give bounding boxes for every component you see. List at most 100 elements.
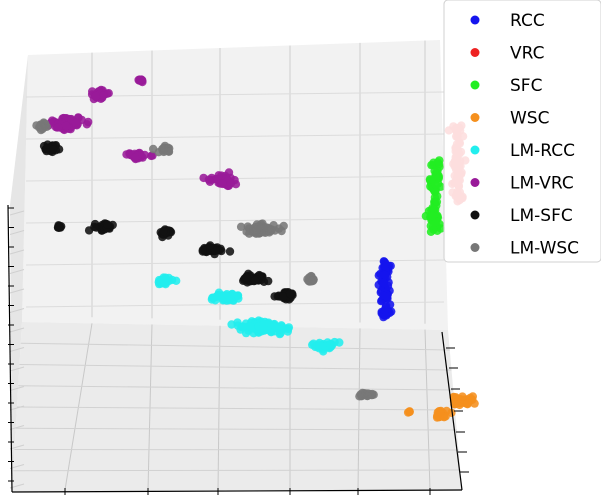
- series-lm-rcc: [154, 273, 344, 356]
- data-point: [211, 246, 220, 255]
- data-point: [161, 273, 170, 282]
- data-point: [238, 323, 247, 332]
- data-point: [307, 277, 316, 286]
- series-wsc: [403, 392, 479, 422]
- data-point: [252, 225, 261, 234]
- grid-line-side: [9, 269, 25, 274]
- data-point: [206, 241, 215, 250]
- legend-label: RCC: [510, 11, 545, 31]
- data-point: [431, 180, 440, 190]
- legend-entry: WSC: [470, 109, 549, 129]
- data-point: [198, 245, 207, 255]
- grid-line-floor-v: [64, 323, 93, 491]
- legend-entry: LM-SFC: [470, 206, 573, 226]
- grid-line-side: [9, 230, 25, 235]
- data-point: [137, 75, 146, 84]
- grid-line-floor-h: [13, 469, 461, 472]
- data-point: [149, 144, 158, 154]
- legend-entry: LM-WSC: [470, 239, 579, 259]
- grid-line-floor-h: [18, 385, 454, 391]
- grid-line-floor-h: [15, 427, 457, 431]
- data-point: [326, 340, 335, 349]
- grid-line-side: [9, 210, 25, 216]
- data-point: [90, 222, 99, 232]
- grid-line-floor-h: [14, 449, 459, 451]
- data-point: [226, 178, 236, 188]
- data-point: [379, 278, 389, 288]
- z-axis-line: [7, 204, 13, 493]
- data-point: [279, 292, 288, 301]
- data-point: [212, 292, 221, 301]
- legend-marker: [470, 48, 480, 57]
- legend-label: LM-RCC: [510, 141, 575, 161]
- data-point: [250, 276, 260, 285]
- series-lm-wsc: [32, 118, 378, 401]
- data-point: [249, 329, 258, 338]
- grid-line-floor-h: [19, 364, 452, 371]
- data-point: [242, 273, 251, 282]
- data-point: [430, 205, 439, 214]
- axis-ticks: [7, 204, 469, 495]
- data-point: [167, 275, 177, 285]
- grid-line-back-h: [25, 133, 445, 140]
- grid-line-side: [9, 327, 25, 333]
- grid-line-floor-h: [20, 342, 450, 351]
- data-point: [225, 247, 235, 256]
- data-point: [71, 118, 81, 127]
- grid-line-floor-h: [16, 406, 456, 411]
- legend-label: WSC: [510, 109, 549, 129]
- data-point: [43, 140, 52, 149]
- data-point: [433, 158, 442, 167]
- data-point: [243, 222, 252, 231]
- x-axis-line: [11, 489, 463, 493]
- data-point: [270, 292, 279, 301]
- data-point: [159, 143, 168, 153]
- data-point: [227, 320, 236, 329]
- grid-line-side: [9, 288, 25, 294]
- legend-marker: [470, 15, 480, 25]
- legend-marker: [470, 178, 480, 187]
- data-point: [463, 399, 472, 408]
- legend-label: LM-WSC: [510, 239, 579, 259]
- grid-line-side: [9, 308, 25, 313]
- grid-line-side: [9, 464, 25, 469]
- data-point: [428, 211, 437, 221]
- legend-marker: [470, 243, 480, 252]
- legend-label: SFC: [510, 76, 542, 96]
- legend-label: VRC: [510, 44, 544, 64]
- data-point: [84, 117, 93, 127]
- data-point: [405, 407, 414, 416]
- data-point: [380, 306, 389, 315]
- data-point: [435, 407, 445, 416]
- legend-box: [443, 0, 601, 263]
- y-axis-line: [441, 331, 463, 491]
- grid-line-side: [9, 444, 25, 450]
- data-point: [49, 145, 58, 154]
- grid-line-side: [9, 347, 25, 352]
- data-point: [380, 270, 389, 280]
- data-point: [236, 222, 246, 231]
- grid-line-side: [9, 425, 25, 430]
- data-point: [381, 258, 390, 268]
- legend-label: LM-SFC: [510, 206, 573, 226]
- series-lm-sfc: [39, 140, 297, 304]
- data-point: [259, 320, 269, 329]
- data-point: [451, 400, 460, 409]
- data-point: [432, 197, 442, 206]
- grid-line-side: [9, 405, 25, 411]
- data-point: [430, 166, 439, 175]
- data-point: [264, 276, 273, 286]
- data-point: [283, 324, 293, 334]
- data-point: [61, 121, 71, 131]
- data-point: [430, 187, 439, 196]
- data-point: [214, 171, 223, 180]
- legend-marker: [470, 80, 480, 90]
- data-point: [277, 324, 286, 333]
- grid-line-back-h: [25, 259, 445, 266]
- data-point: [270, 321, 280, 331]
- data-point: [159, 226, 168, 236]
- data-point: [379, 291, 388, 300]
- data-point: [140, 150, 149, 160]
- data-point: [426, 227, 436, 236]
